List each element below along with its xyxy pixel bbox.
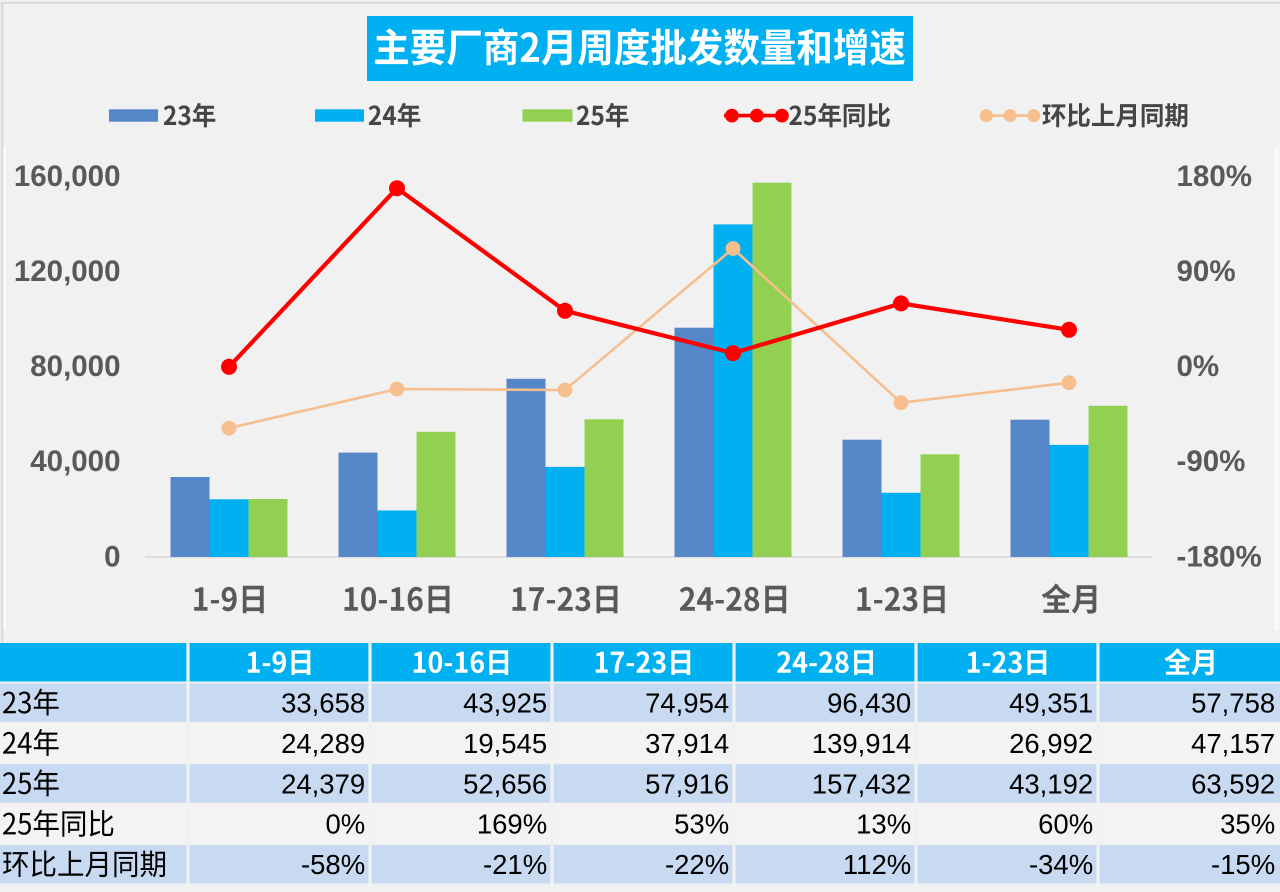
svg-text:180%: 180% bbox=[1177, 160, 1252, 193]
svg-text:43,925: 43,925 bbox=[463, 688, 547, 719]
svg-text:43,192: 43,192 bbox=[1009, 768, 1093, 799]
svg-text:80,000: 80,000 bbox=[30, 350, 120, 383]
svg-text:0%: 0% bbox=[325, 809, 365, 840]
svg-text:160,000: 160,000 bbox=[14, 160, 121, 193]
svg-text:-58%: -58% bbox=[301, 849, 365, 880]
svg-text:74,954: 74,954 bbox=[645, 688, 729, 719]
svg-text:169%: 169% bbox=[477, 809, 547, 840]
svg-text:37,914: 37,914 bbox=[645, 728, 729, 759]
svg-text:40,000: 40,000 bbox=[30, 445, 120, 478]
svg-text:24,289: 24,289 bbox=[281, 728, 365, 759]
svg-text:33,658: 33,658 bbox=[281, 688, 365, 719]
svg-text:-22%: -22% bbox=[665, 849, 729, 880]
svg-text:112%: 112% bbox=[843, 849, 911, 880]
svg-text:60%: 60% bbox=[1038, 809, 1093, 840]
svg-text:26,992: 26,992 bbox=[1009, 728, 1093, 759]
svg-text:24,379: 24,379 bbox=[281, 768, 365, 799]
svg-text:57,916: 57,916 bbox=[645, 768, 729, 799]
svg-text:13%: 13% bbox=[856, 809, 911, 840]
svg-text:57,758: 57,758 bbox=[1191, 688, 1275, 719]
svg-text:120,000: 120,000 bbox=[14, 255, 121, 288]
svg-text:19,545: 19,545 bbox=[463, 728, 547, 759]
svg-text:63,592: 63,592 bbox=[1191, 768, 1275, 799]
svg-text:139,914: 139,914 bbox=[812, 728, 911, 759]
svg-text:-21%: -21% bbox=[483, 849, 547, 880]
svg-text:0: 0 bbox=[104, 540, 120, 573]
svg-text:47,157: 47,157 bbox=[1191, 728, 1275, 759]
svg-text:157,432: 157,432 bbox=[812, 768, 911, 799]
svg-text:53%: 53% bbox=[674, 809, 729, 840]
svg-text:0%: 0% bbox=[1177, 350, 1220, 383]
svg-text:-180%: -180% bbox=[1177, 540, 1262, 573]
svg-text:90%: 90% bbox=[1177, 255, 1236, 288]
svg-text:96,430: 96,430 bbox=[827, 688, 911, 719]
svg-text:52,656: 52,656 bbox=[463, 768, 547, 799]
svg-text:-15%: -15% bbox=[1211, 849, 1275, 880]
svg-text:-90%: -90% bbox=[1177, 445, 1246, 478]
svg-text:-34%: -34% bbox=[1029, 849, 1093, 880]
svg-text:35%: 35% bbox=[1220, 809, 1275, 840]
svg-text:49,351: 49,351 bbox=[1009, 688, 1093, 719]
